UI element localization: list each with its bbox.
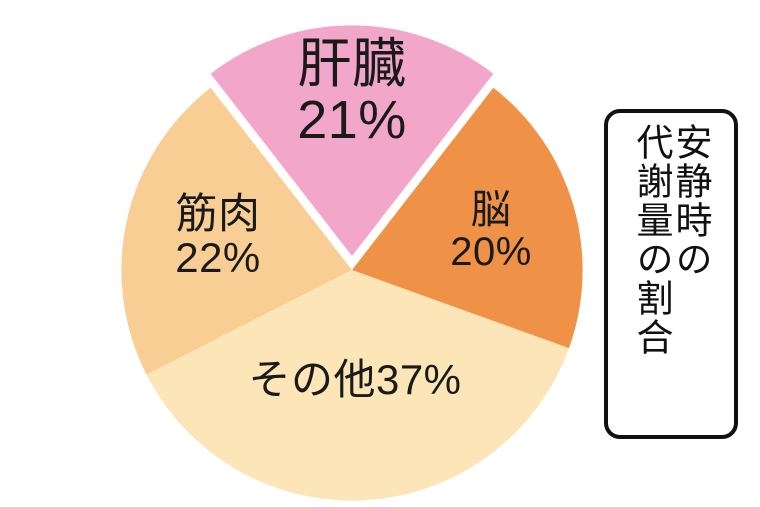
pie-label-muscle: 筋肉 22% — [128, 192, 308, 279]
pie-label-brain-value: 20% — [450, 229, 532, 274]
pie-label-brain-name: 脳 — [470, 188, 512, 232]
chart-title-column-1: 安静時の — [670, 123, 711, 279]
pie-label-muscle-value: 22% — [175, 233, 261, 281]
pie-slice-liver[interactable] — [210, 25, 494, 256]
pie-label-muscle-name: 筋肉 — [175, 190, 261, 237]
chart-title-box: 安静時の 代謝量の割合 — [604, 109, 738, 439]
pie-label-liver: 肝臓 21% — [232, 36, 472, 148]
pie-slice-muscle[interactable] — [121, 87, 352, 375]
pie-label-other-name: その他 — [248, 356, 376, 403]
pie-slice-other[interactable] — [146, 270, 569, 501]
pie-slice-brain[interactable] — [352, 87, 583, 349]
pie-label-other: その他37% — [210, 358, 500, 402]
pie-label-brain: 脳 20% — [406, 188, 576, 274]
pie-label-liver-value: 21% — [297, 90, 407, 151]
chart-title-column-2: 代謝量の割合 — [631, 123, 672, 357]
pie-label-liver-name: 肝臓 — [297, 34, 407, 94]
pie-label-other-value: 37% — [375, 356, 462, 403]
